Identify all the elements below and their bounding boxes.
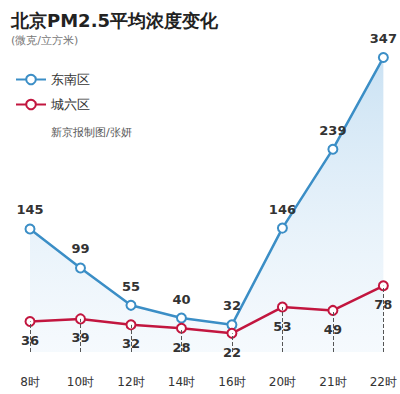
svg-text:16时: 16时 (218, 375, 245, 389)
svg-text:32: 32 (122, 336, 140, 351)
svg-text:49: 49 (324, 322, 342, 337)
svg-text:53: 53 (273, 318, 292, 334)
svg-text:99: 99 (71, 241, 89, 256)
svg-text:21时: 21时 (319, 375, 346, 389)
svg-text:22时: 22时 (370, 375, 397, 389)
svg-text:14时: 14时 (168, 375, 195, 389)
svg-text:东南区: 东南区 (51, 72, 90, 87)
svg-text:39: 39 (71, 330, 90, 346)
svg-text:40: 40 (172, 292, 190, 307)
svg-text:22: 22 (223, 345, 241, 360)
svg-text:北京PM2.5平均浓度变化: 北京PM2.5平均浓度变化 (10, 10, 219, 31)
svg-text:145: 145 (16, 202, 43, 217)
svg-text:239: 239 (319, 123, 346, 138)
svg-text:(微克/立方米): (微克/立方米) (11, 34, 78, 47)
svg-text:12时: 12时 (117, 375, 144, 389)
svg-text:347: 347 (370, 31, 397, 46)
svg-text:36: 36 (21, 333, 39, 348)
svg-text:28: 28 (172, 340, 190, 355)
svg-text:146: 146 (269, 202, 296, 217)
svg-text:城六区: 城六区 (50, 97, 90, 112)
svg-text:78: 78 (374, 297, 392, 312)
svg-text:10时: 10时 (67, 375, 94, 389)
svg-text:32: 32 (223, 298, 241, 313)
svg-text:8时: 8时 (20, 375, 40, 389)
svg-text:20时: 20时 (269, 375, 296, 389)
svg-text:55: 55 (122, 279, 140, 294)
svg-text:新京报制图/张妍: 新京报制图/张妍 (51, 126, 132, 139)
